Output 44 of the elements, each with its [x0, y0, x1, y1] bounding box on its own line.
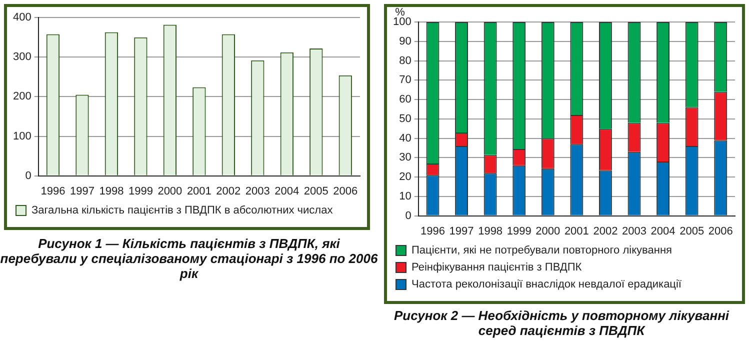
y-tick-label: 30	[399, 152, 412, 164]
x-tick-label: 2004	[274, 185, 300, 198]
x-tick-label: 1998	[99, 185, 124, 198]
y-tick-label: 100	[12, 130, 32, 142]
x-tick-label: 2003	[622, 225, 646, 238]
x-tick-label: 1996	[420, 225, 445, 238]
x-tick-label: 2000	[158, 185, 182, 198]
y-tick-label: 300	[12, 51, 32, 64]
x-tick-label: 2002	[593, 225, 618, 238]
y-tick-label: 40	[399, 132, 412, 144]
x-tick-label: 1996	[40, 185, 66, 198]
x-tick-label: 2006	[333, 185, 358, 198]
x-tick-label: 2005	[680, 225, 704, 238]
text: Рисунок 1 — Кількість пацієнтів з ПВДПК, які перебували у спеціалізованому стаціонарі з 1996 по 2006 рік	[0, 236, 379, 281]
y-tick-label: 80	[399, 54, 412, 67]
y-tick-label: 0	[405, 210, 412, 222]
x-tick-label: 1997	[70, 185, 94, 198]
y-tick-label: 200	[12, 90, 32, 103]
text: Рисунок 2 — Необхідність у повторному лікуванні серед пацієнтів з ПВДПК	[392, 308, 730, 338]
y-tick-label: 10	[399, 190, 412, 202]
x-tick-label: 1999	[506, 225, 532, 238]
x-tick-label: 2006	[708, 225, 733, 238]
x-tick-label: 2001	[564, 225, 589, 238]
x-tick-label: 2002	[216, 185, 241, 198]
legend-label: Загальна кількість пацієнтів з ПВДПК в абсолютних числах	[32, 204, 334, 217]
legend-label: Пацієнти, які не потребували повторного лікування	[412, 244, 672, 257]
x-tick-label: 1998	[478, 225, 503, 238]
y-tick-label: 100	[392, 16, 412, 28]
y-tick-label: 400	[12, 12, 32, 24]
x-tick-label: 2001	[186, 185, 212, 198]
y-tick-label: 0	[25, 170, 32, 182]
y-tick-label: 70	[399, 74, 412, 86]
y-tick-label: 50	[399, 112, 412, 125]
legend-label: Частота реколонізації внаслідок невдалої ерадикації	[412, 278, 682, 291]
x-tick-label: 2005	[304, 185, 328, 198]
x-tick-label: 1999	[128, 185, 153, 198]
x-tick-label: 2003	[245, 185, 270, 198]
y-tick-label: 60	[399, 94, 412, 106]
y-tick-label: 20	[399, 171, 412, 184]
x-tick-label: 2000	[536, 225, 560, 238]
x-tick-label: 2004	[650, 225, 676, 238]
legend-label: Реінфікування пацієнтів з ПВДПК	[412, 262, 582, 274]
y-tick-label: 90	[399, 35, 412, 48]
x-tick-label: 1997	[449, 225, 474, 238]
